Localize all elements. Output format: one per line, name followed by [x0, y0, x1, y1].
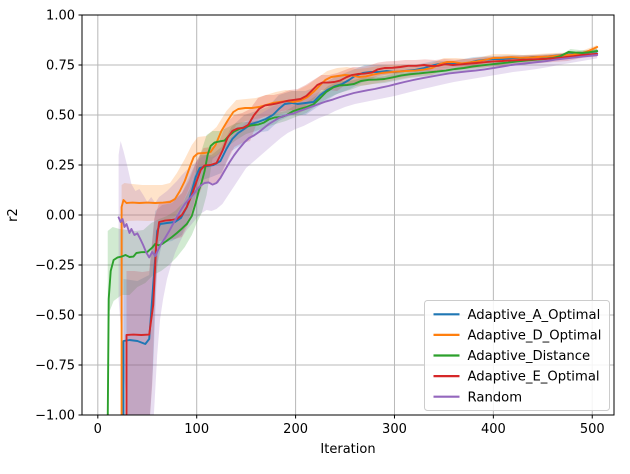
x-tick-label: 500: [580, 422, 605, 437]
y-axis-label: r2: [6, 208, 21, 222]
legend-box: [424, 300, 610, 411]
confidence-band-Random: [118, 51, 598, 415]
confidence-band-Adaptive_A_Optimal: [123, 49, 598, 415]
legend-label-Adaptive_A_Optimal: Adaptive_A_Optimal: [468, 308, 601, 323]
y-tick-label: 1.00: [46, 9, 75, 24]
series-lines: [106, 46, 599, 415]
legend-label-Adaptive_Distance: Adaptive_Distance: [468, 349, 591, 364]
gridlines: [82, 14, 614, 416]
legend-entry-Adaptive_Distance: Adaptive_Distance: [433, 349, 591, 364]
legend-entry-Adaptive_D_Optimal: Adaptive_D_Optimal: [433, 329, 602, 344]
y-tick-label: 0.50: [46, 109, 75, 124]
y-tick-label: −1.00: [35, 409, 75, 424]
x-tick-label: 0: [94, 422, 102, 437]
legend-entry-Adaptive_A_Optimal: Adaptive_A_Optimal: [433, 308, 601, 323]
x-axis-label: Iteration: [320, 442, 375, 457]
y-tick-label: −0.75: [35, 359, 75, 374]
legend-entry-Adaptive_E_Optimal: Adaptive_E_Optimal: [433, 370, 600, 385]
legend-label-Adaptive_D_Optimal: Adaptive_D_Optimal: [468, 329, 602, 344]
confidence-band-Adaptive_Distance: [107, 48, 598, 415]
legend: Adaptive_A_Optimal Adaptive_D_Optimal Adap…: [424, 300, 610, 411]
x-tick-label: 200: [283, 422, 308, 437]
y-tick-label: 0.00: [46, 209, 75, 224]
y-axis-ticks: −1.00 −0.75 −0.50 −0.25 0.00 0.25 0.50 0.75 1.00: [35, 9, 82, 424]
y-tick-label: −0.50: [35, 309, 75, 324]
y-tick-label: −0.25: [35, 259, 75, 274]
legend-label-Random: Random: [468, 390, 523, 405]
y-tick-label: 0.75: [46, 59, 75, 74]
x-tick-label: 300: [382, 422, 407, 437]
series-line-Adaptive_E_Optimal: [125, 52, 599, 415]
series-line-Random: [117, 54, 599, 259]
y-tick-label: 0.25: [46, 159, 75, 174]
x-tick-label: 100: [184, 422, 209, 437]
x-axis-ticks: 0 100 200 300 400 500: [94, 415, 605, 437]
legend-label-Adaptive_E_Optimal: Adaptive_E_Optimal: [468, 370, 600, 385]
x-tick-label: 400: [481, 422, 506, 437]
legend-entry-Random: Random: [433, 390, 523, 405]
